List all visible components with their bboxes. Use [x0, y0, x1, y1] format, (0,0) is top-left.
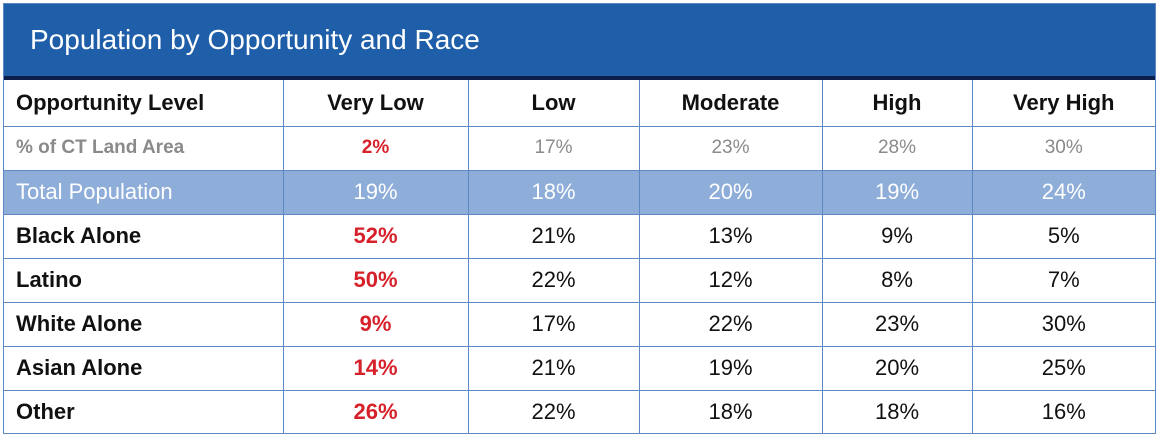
table-cell: 5%: [971, 213, 1155, 259]
column-header-moderate: Moderate: [638, 80, 823, 127]
table-cell: 14%: [282, 345, 469, 391]
table-cell: 19%: [638, 345, 823, 391]
row-label: Black Alone: [4, 213, 284, 259]
table-header-bar: Population by Opportunity and Race: [4, 4, 1155, 80]
table-cell: 21%: [467, 345, 640, 391]
table-cell: 17%: [467, 301, 640, 347]
column-header-high: High: [821, 80, 973, 127]
table-cell: 21%: [467, 213, 640, 259]
table-cell: 22%: [467, 389, 640, 433]
table-cell: 18%: [638, 389, 823, 433]
table-cell: 23%: [638, 125, 823, 171]
column-header-very-low: Very Low: [282, 80, 469, 127]
table-card: Population by Opportunity and Race Oppor…: [3, 3, 1156, 434]
table-cell: 25%: [971, 345, 1155, 391]
table-cell: 12%: [638, 257, 823, 303]
table-row: White Alone 9% 17% 22% 23% 30%: [4, 301, 1155, 347]
table-cell: 22%: [638, 301, 823, 347]
table-row: Black Alone 52% 21% 13% 9% 5%: [4, 213, 1155, 259]
table-cell: 17%: [467, 125, 640, 171]
row-label: Total Population: [4, 169, 284, 215]
table-cell: 2%: [282, 125, 469, 171]
table-cell: 18%: [467, 169, 640, 215]
row-label: Other: [4, 389, 284, 433]
land-area-row: % of CT Land Area 2% 17% 23% 28% 30%: [4, 125, 1155, 171]
row-label: White Alone: [4, 301, 284, 347]
table-cell: 20%: [638, 169, 823, 215]
row-label: Latino: [4, 257, 284, 303]
column-header-low: Low: [467, 80, 640, 127]
table-row: Latino 50% 22% 12% 8% 7%: [4, 257, 1155, 303]
table-cell: 18%: [821, 389, 973, 433]
opportunity-table: Opportunity Level Very Low Low Moderate …: [4, 80, 1155, 433]
table-cell: 30%: [971, 125, 1155, 171]
table-cell: 26%: [282, 389, 469, 433]
table-row: Asian Alone 14% 21% 19% 20% 25%: [4, 345, 1155, 391]
table-cell: 23%: [821, 301, 973, 347]
table-cell: 30%: [971, 301, 1155, 347]
row-label: Asian Alone: [4, 345, 284, 391]
table-cell: 19%: [821, 169, 973, 215]
table-cell: 19%: [282, 169, 469, 215]
table-cell: 8%: [821, 257, 973, 303]
table-cell: 24%: [971, 169, 1155, 215]
table-cell: 16%: [971, 389, 1155, 433]
table-cell: 50%: [282, 257, 469, 303]
table-row: Other 26% 22% 18% 18% 16%: [4, 389, 1155, 433]
table-cell: 13%: [638, 213, 823, 259]
row-label: % of CT Land Area: [4, 125, 284, 171]
table-cell: 9%: [821, 213, 973, 259]
table-cell: 20%: [821, 345, 973, 391]
column-header-row: Opportunity Level Very Low Low Moderate …: [4, 80, 1155, 127]
table-cell: 7%: [971, 257, 1155, 303]
column-header-opportunity-level: Opportunity Level: [4, 80, 284, 127]
table-cell: 9%: [282, 301, 469, 347]
column-header-very-high: Very High: [971, 80, 1155, 127]
table-cell: 28%: [821, 125, 973, 171]
table-cell: 22%: [467, 257, 640, 303]
total-population-row: Total Population 19% 18% 20% 19% 24%: [4, 169, 1155, 215]
table-cell: 52%: [282, 213, 469, 259]
table-title: Population by Opportunity and Race: [30, 24, 480, 55]
